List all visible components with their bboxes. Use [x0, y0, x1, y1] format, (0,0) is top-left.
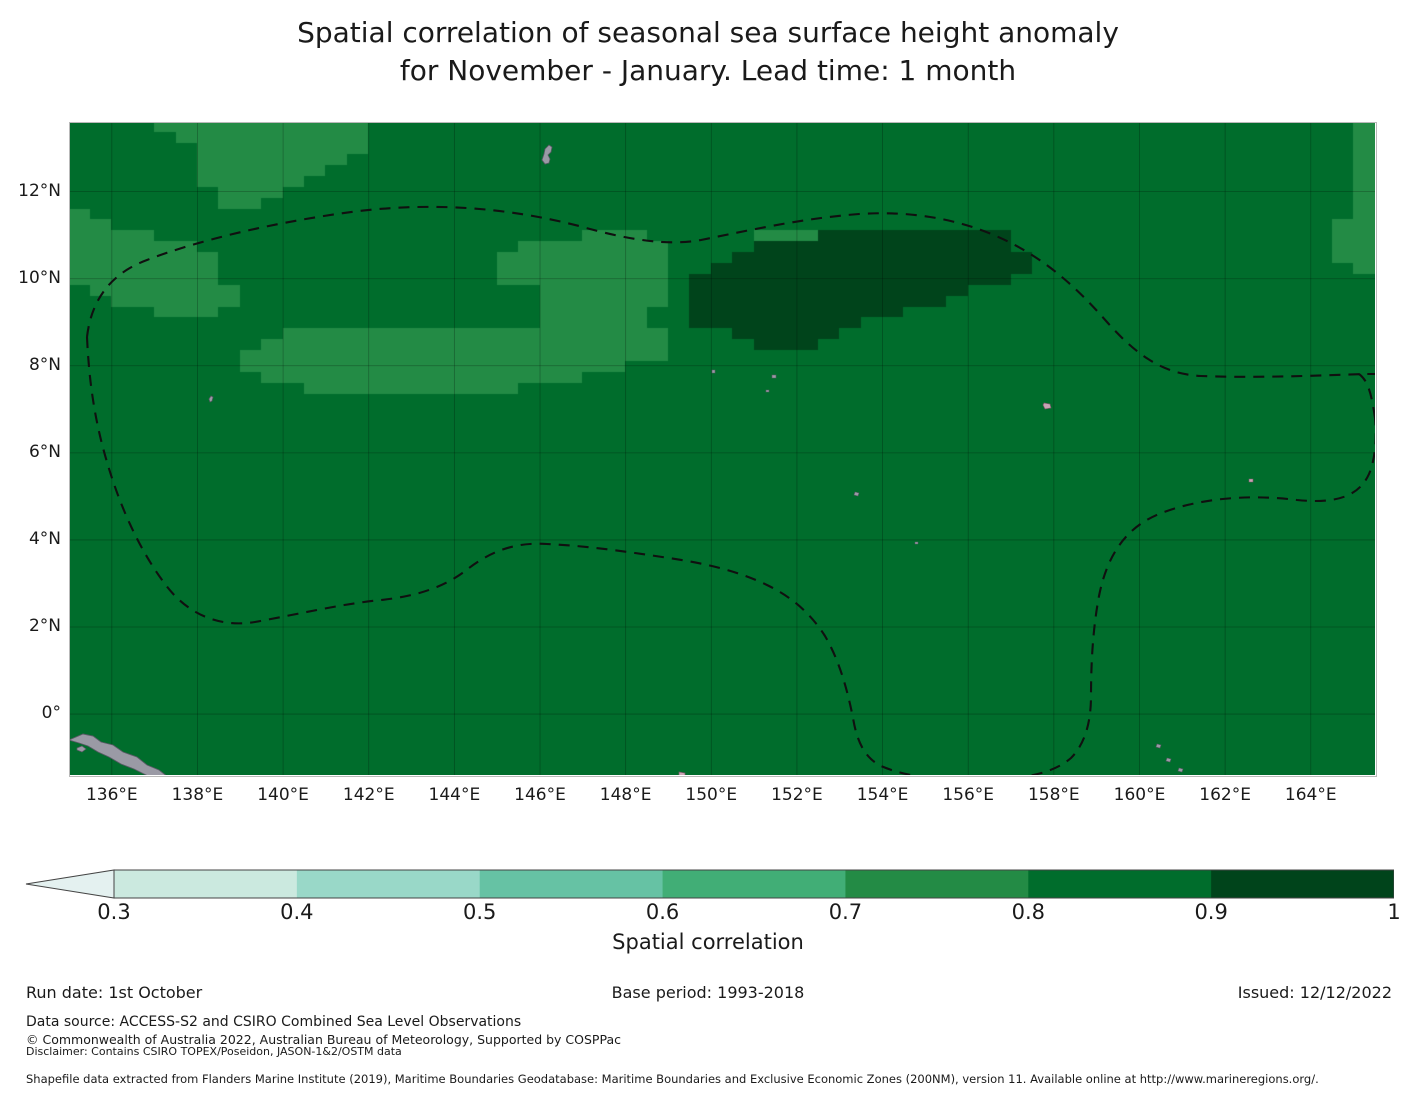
- y-tick-label: 6°N: [28, 441, 61, 462]
- shapefile-attribution-text: Shapefile data extracted from Flanders M…: [26, 1072, 1319, 1086]
- land-island-small-d: [678, 771, 686, 775]
- x-tick-label: 158°E: [1027, 785, 1080, 805]
- eez-line-south: [85, 336, 1375, 775]
- colorbar-swatches: [25, 869, 1394, 899]
- colorbar-outline: [113, 869, 1394, 899]
- base-period-text: Base period: 1993-2018: [611, 983, 805, 1002]
- map-gridlines: [69, 122, 1375, 775]
- y-tick-label: 0°: [41, 703, 61, 724]
- land-island-small-e: [1155, 743, 1162, 749]
- colorbar-tick-label: 0.4: [280, 900, 314, 924]
- colorbar-band: [662, 870, 847, 898]
- land-atoll-f: [914, 541, 919, 545]
- x-tick-label: 150°E: [685, 785, 738, 805]
- colorbar-tick-label: 0.6: [645, 900, 680, 924]
- colorbar-band: [296, 870, 481, 898]
- land-papua-new-guinea: [69, 733, 167, 775]
- x-tick-label: 144°E: [428, 785, 481, 805]
- land-island-small-g: [1177, 767, 1184, 773]
- land-palau: [208, 395, 214, 403]
- data-source-text: Data source: ACCESS-S2 and CSIRO Combine…: [26, 1014, 522, 1030]
- colorbar-band: [1211, 870, 1394, 898]
- y-tick-label: 8°N: [28, 354, 61, 375]
- x-tick-label: 162°E: [1199, 785, 1251, 805]
- x-tick-label: 140°E: [257, 785, 309, 805]
- land-atoll-a: [711, 369, 716, 374]
- land-guam: [541, 144, 553, 165]
- land-atoll-b: [771, 374, 777, 379]
- colorbar-tick-label: 0.5: [463, 900, 497, 924]
- spatial-correlation-heatmap: [69, 122, 1375, 775]
- page-title: Spatial correlation of seasonal sea surf…: [297, 16, 1119, 87]
- eez-line-east-join: [1358, 373, 1375, 419]
- issued-date-text: Issued: 12/12/2022: [1237, 983, 1392, 1002]
- colorbar-tick-label: 0.3: [97, 900, 131, 924]
- colorbar-axis-label: Spatial correlation: [612, 930, 804, 954]
- x-tick-label: 154°E: [856, 785, 909, 805]
- colorbar-band: [845, 870, 1029, 898]
- run-date-text: Run date: 1st October: [26, 983, 203, 1002]
- y-tick-label: 4°N: [28, 528, 61, 549]
- land-manus-island: [76, 745, 87, 753]
- eez-boundary-line: [85, 205, 1375, 775]
- x-tick-label: 164°E: [1284, 785, 1337, 805]
- y-tick-label: 2°N: [28, 615, 61, 636]
- x-tick-label: 152°E: [771, 785, 823, 805]
- colorbar[interactable]: [22, 866, 1394, 902]
- land-polygons: [69, 144, 1254, 775]
- land-atoll-c: [765, 389, 770, 393]
- copyright-text: © Commonwealth of Australia 2022, Austra…: [26, 1032, 621, 1047]
- map-vector-overlay: [69, 122, 1375, 775]
- colorbar-band: [479, 870, 664, 898]
- y-tick-label: 10°N: [18, 267, 61, 288]
- colorbar-band: [114, 870, 298, 898]
- x-tick-label: 142°E: [342, 785, 395, 805]
- colorbar-extend-min-arrow: [25, 869, 115, 899]
- x-tick-label: 156°E: [942, 785, 995, 805]
- land-atoll-d: [853, 491, 860, 497]
- colorbar-tick-label: 1: [1387, 900, 1401, 924]
- x-tick-label: 138°E: [171, 785, 224, 805]
- disclaimer-text: Disclaimer: Contains CSIRO TOPEX/Poseido…: [26, 1045, 402, 1058]
- x-tick-label: 148°E: [599, 785, 652, 805]
- colorbar-band: [1028, 870, 1212, 898]
- x-tick-label: 160°E: [1113, 785, 1166, 805]
- x-tick-label: 136°E: [85, 785, 138, 805]
- colorbar-tick-label: 0.9: [1194, 900, 1228, 924]
- colorbar-tick-label: 0.7: [828, 900, 863, 924]
- eez-line-north: [85, 205, 1375, 378]
- land-nauru: [1042, 402, 1052, 410]
- colorbar-tick-label: 0.8: [1011, 900, 1045, 924]
- map-plot-area: [69, 122, 1375, 775]
- x-tick-label: 146°E: [514, 785, 566, 805]
- land-island-small-f: [1165, 757, 1172, 763]
- land-atoll-e: [1248, 478, 1254, 483]
- y-tick-label: 12°N: [18, 180, 61, 201]
